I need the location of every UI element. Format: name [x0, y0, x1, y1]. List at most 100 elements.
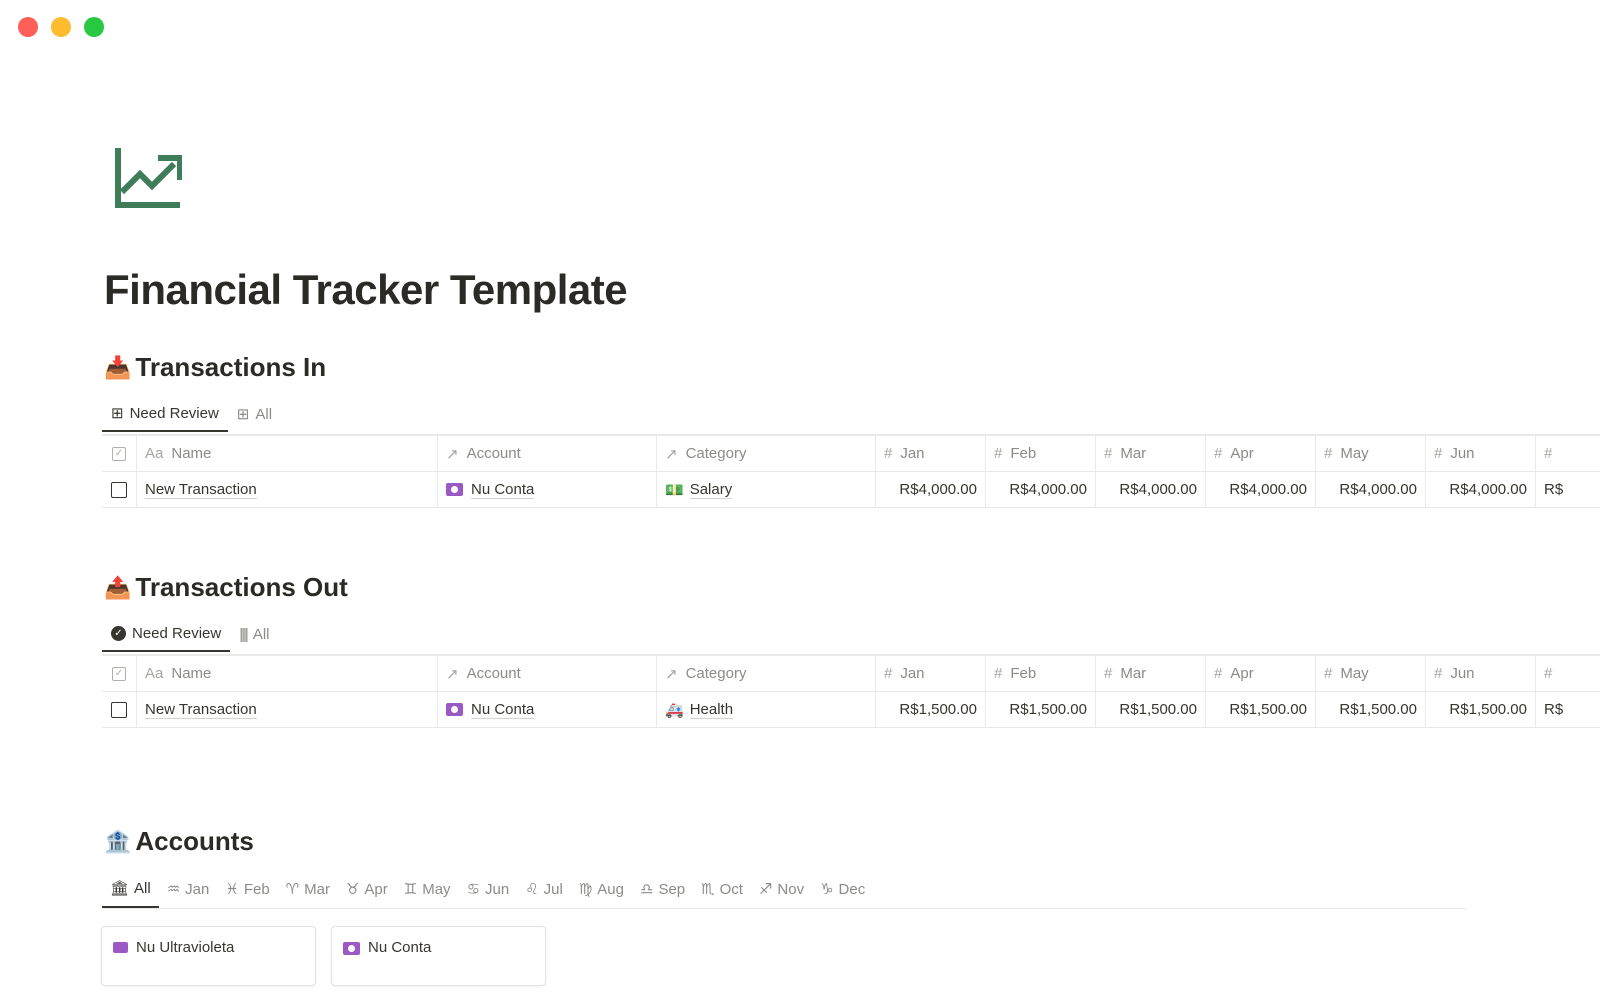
credit-card-icon — [113, 942, 128, 953]
value-jul: R$ — [1536, 472, 1600, 507]
tab-jul[interactable]: ♌︎ Jul — [517, 870, 571, 908]
zodiac-icon: ♓︎ — [225, 881, 239, 898]
money-icon: 💵 — [665, 481, 684, 499]
value-mar: R$1,500.00 — [1096, 692, 1206, 727]
column-jan[interactable]: # Jan — [876, 656, 986, 691]
tab-sep[interactable]: ♎︎ Sep — [632, 870, 693, 908]
transaction-name-link[interactable]: New Transaction — [145, 700, 257, 719]
tab-need-review[interactable]: ✓ Need Review — [102, 616, 231, 652]
column-mar[interactable]: # Mar — [1096, 656, 1206, 691]
relation-arrow-icon: ↗ — [665, 665, 678, 683]
column-jul[interactable]: # — [1536, 436, 1600, 471]
row-checkbox[interactable] — [111, 701, 127, 718]
tab-aug[interactable]: ♍︎ Aug — [571, 870, 632, 908]
tab-oct[interactable]: ♏︎ Oct — [693, 870, 751, 908]
column-mar[interactable]: # Mar — [1096, 436, 1206, 471]
number-icon: # — [1104, 445, 1113, 462]
account-link[interactable]: Nu Conta — [471, 700, 535, 719]
transactions-out-table: ✓ Aa Name ↗ Account ↗ Category # Jan # Feb # M… — [102, 655, 1600, 728]
tab-dec[interactable]: ♑︎ Dec — [812, 870, 873, 908]
column-jul[interactable]: # — [1536, 656, 1600, 691]
category-link[interactable]: Health — [689, 700, 734, 719]
accounts-views: 🏛︎ All ♒︎ Jan ♓︎ Feb ♈︎ Mar ♉︎ Apr ♊︎ May ♋︎ Jun ♌︎ Jul… — [102, 870, 873, 908]
tab-label: Jul — [543, 880, 563, 898]
tab-all[interactable]: 🏛︎ All — [102, 870, 159, 908]
value-feb: R$4,000.00 — [986, 472, 1096, 507]
number-icon: # — [1324, 445, 1333, 462]
checkbox-header-icon: ✓ — [112, 446, 126, 461]
number-icon: # — [1544, 665, 1553, 682]
nu-conta-icon — [343, 942, 360, 955]
transactions-out-views: ✓ Need Review |||| All — [102, 616, 278, 652]
tab-label: May — [422, 880, 451, 898]
zodiac-icon: ♉︎ — [345, 881, 360, 898]
column-account[interactable]: ↗ Account — [438, 656, 657, 691]
column-apr[interactable]: # Apr — [1206, 436, 1316, 471]
column-name[interactable]: Aa Name — [137, 656, 438, 691]
tab-feb[interactable]: ♓︎ Feb — [217, 870, 277, 908]
tab-all[interactable]: ⊞ All — [228, 396, 281, 432]
value-feb: R$1,500.00 — [986, 692, 1096, 727]
transaction-name-link[interactable]: New Transaction — [145, 480, 257, 499]
minimize-button[interactable] — [51, 17, 71, 37]
transactions-in-views: ⊞ Need Review ⊞ All — [102, 396, 281, 432]
tab-label: Nov — [777, 880, 805, 898]
zodiac-icon: ♈︎ — [285, 881, 300, 898]
column-jun[interactable]: # Jun — [1426, 436, 1536, 471]
tab-may[interactable]: ♊︎ May — [396, 870, 459, 908]
tab-all[interactable]: |||| All — [230, 616, 278, 652]
column-may[interactable]: # May — [1316, 656, 1426, 691]
tab-jan[interactable]: ♒︎ Jan — [159, 870, 218, 908]
tab-label: Jan — [185, 880, 210, 898]
tab-nov[interactable]: ♐︎ Nov — [751, 870, 812, 908]
nu-conta-icon — [446, 703, 463, 716]
value-may: R$1,500.00 — [1316, 692, 1426, 727]
relation-arrow-icon: ↗ — [446, 445, 459, 463]
number-icon: # — [1434, 445, 1443, 462]
column-may[interactable]: # May — [1316, 436, 1426, 471]
maximize-button[interactable] — [84, 17, 104, 37]
tab-label: All — [252, 625, 270, 643]
ambulance-icon: 🚑 — [665, 701, 684, 719]
column-category[interactable]: ↗ Category — [657, 436, 876, 471]
account-card-nu-conta[interactable]: Nu Conta — [331, 926, 546, 986]
table-header: ✓ Aa Name ↗ Account ↗ Category # Jan # Feb # M… — [102, 436, 1600, 472]
bank-building-icon: 🏛︎ — [110, 880, 130, 897]
value-jun: R$4,000.00 — [1426, 472, 1536, 507]
chart-trending-up-icon[interactable] — [114, 146, 183, 215]
number-icon: # — [884, 445, 893, 462]
column-apr[interactable]: # Apr — [1206, 656, 1316, 691]
transactions-in-heading: 📥 Transactions In — [104, 352, 326, 383]
tab-label: Need Review — [132, 624, 222, 642]
row-checkbox[interactable] — [111, 481, 127, 498]
value-apr: R$4,000.00 — [1206, 472, 1316, 507]
column-jun[interactable]: # Jun — [1426, 656, 1536, 691]
tab-apr[interactable]: ♉︎ Apr — [338, 870, 396, 908]
number-icon: # — [994, 445, 1003, 462]
account-link[interactable]: Nu Conta — [471, 480, 535, 499]
transactions-out-heading: 📤 Transactions Out — [104, 572, 348, 603]
tab-label: All — [255, 405, 273, 423]
column-category[interactable]: ↗ Category — [657, 656, 876, 691]
tab-label: Apr — [364, 880, 388, 898]
value-jan: R$1,500.00 — [876, 692, 986, 727]
table-header: ✓ Aa Name ↗ Account ↗ Category # Jan # Feb # M… — [102, 656, 1600, 692]
close-button[interactable] — [18, 17, 38, 37]
category-link[interactable]: Salary — [689, 480, 733, 499]
transactions-in-table: ✓ Aa Name ↗ Account ↗ Category # Jan # Feb # M… — [102, 435, 1600, 508]
tab-need-review[interactable]: ⊞ Need Review — [102, 396, 228, 432]
barcode-icon: |||| — [239, 625, 248, 643]
column-feb[interactable]: # Feb — [986, 656, 1096, 691]
tab-mar[interactable]: ♈︎ Mar — [278, 870, 338, 908]
column-feb[interactable]: # Feb — [986, 436, 1096, 471]
column-account[interactable]: ↗ Account — [438, 436, 657, 471]
column-name[interactable]: Aa Name — [137, 436, 438, 471]
number-icon: # — [884, 665, 893, 682]
window-controls — [18, 17, 104, 37]
value-apr: R$1,500.00 — [1206, 692, 1316, 727]
section-title: Transactions Out — [135, 572, 348, 602]
tab-label: Mar — [304, 880, 330, 898]
column-jan[interactable]: # Jan — [876, 436, 986, 471]
account-card-nu-ultravioleta[interactable]: Nu Ultravioleta — [101, 926, 316, 986]
tab-jun[interactable]: ♋︎ Jun — [459, 870, 518, 908]
